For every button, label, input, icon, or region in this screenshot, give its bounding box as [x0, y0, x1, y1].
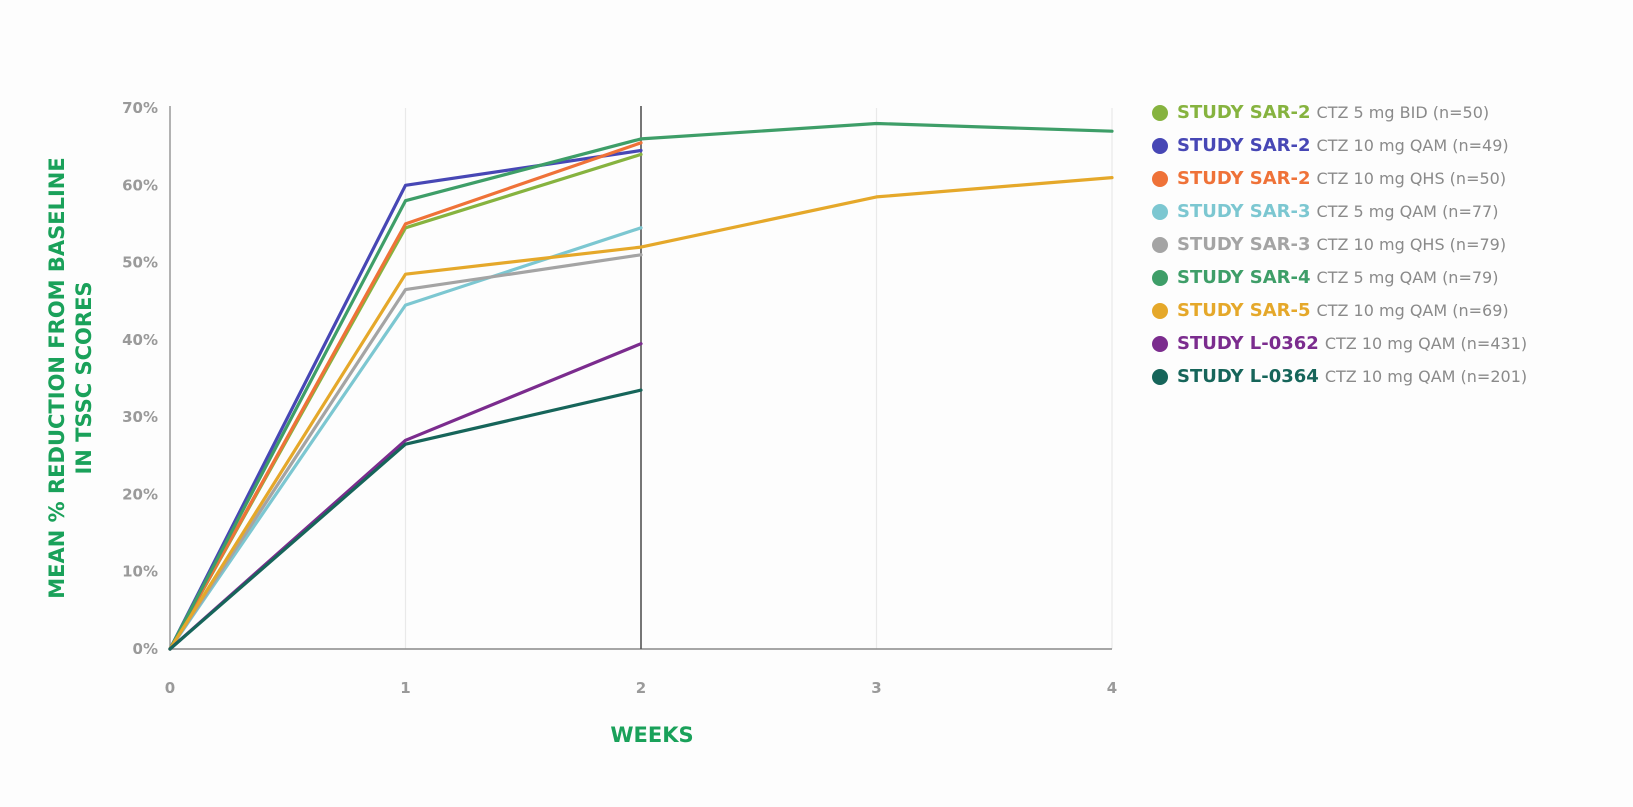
y-tick-label: 0% — [133, 640, 158, 658]
legend-study-label: STUDY SAR-5 — [1177, 300, 1311, 321]
legend-series-label: CTZ 10 mg QAM (n=201) — [1324, 367, 1528, 386]
legend-marker — [1152, 236, 1168, 253]
legend-study-label: STUDY SAR-4 — [1177, 267, 1311, 288]
y-tick-label: 50% — [122, 254, 158, 272]
legend-study-label: STUDY SAR-3 — [1177, 201, 1311, 222]
x-tick-label: 2 — [636, 679, 646, 697]
y-tick-label: 60% — [122, 176, 158, 194]
legend-series-label: CTZ 5 mg QAM (n=79) — [1316, 268, 1499, 287]
series-line-2 — [168, 148, 643, 651]
legend-study-label: STUDY SAR-2 — [1177, 102, 1311, 123]
legend-item-9: STUDY L-0364 CTZ 10 mg QAM (n=201) — [1152, 360, 1622, 393]
y-tick-label: 70% — [122, 99, 158, 117]
series-line-4 — [168, 226, 643, 651]
y-tick-label: 10% — [122, 563, 158, 581]
legend-study-label: STUDY L-0364 — [1177, 366, 1319, 387]
legend-item-1: STUDY SAR-2 CTZ 5 mg BID (n=50) — [1152, 96, 1622, 129]
y-tick-label: 30% — [122, 408, 158, 426]
legend-item-5: STUDY SAR-3 CTZ 10 mg QHS (n=79) — [1152, 228, 1622, 261]
legend-marker — [1152, 203, 1168, 220]
legend-study-label: STUDY L-0362 — [1177, 333, 1319, 354]
y-axis-title-line-1: MEAN % REDUCTION FROM BASELINE — [45, 157, 69, 598]
legend-study-label: STUDY SAR-3 — [1177, 234, 1311, 255]
legend-series-label: CTZ 10 mg QAM (n=49) — [1316, 136, 1509, 155]
series-line-5 — [168, 253, 643, 651]
legend-series-label: CTZ 10 mg QHS (n=79) — [1316, 235, 1507, 254]
x-tick-label: 0 — [165, 679, 175, 697]
legend-item-4: STUDY SAR-3 CTZ 5 mg QAM (n=77) — [1152, 195, 1622, 228]
y-tick-label: 40% — [122, 331, 158, 349]
x-axis-title: WEEKS — [610, 723, 693, 747]
legend-series-label: CTZ 5 mg QAM (n=77) — [1316, 202, 1499, 221]
legend-study-label: STUDY SAR-2 — [1177, 168, 1311, 189]
series-line-3 — [168, 141, 643, 651]
legend-item-7: STUDY SAR-5 CTZ 10 mg QAM (n=69) — [1152, 294, 1622, 327]
legend: STUDY SAR-2 CTZ 5 mg BID (n=50) STUDY SAR-… — [1152, 96, 1622, 393]
series-line-7 — [168, 176, 1114, 651]
y-tick-label: 20% — [122, 485, 158, 503]
series-line-9 — [168, 388, 643, 651]
legend-marker — [1152, 269, 1168, 286]
legend-item-3: STUDY SAR-2 CTZ 10 mg QHS (n=50) — [1152, 162, 1622, 195]
legend-item-2: STUDY SAR-2 CTZ 10 mg QAM (n=49) — [1152, 129, 1622, 162]
legend-series-label: CTZ 10 mg QHS (n=50) — [1316, 169, 1507, 188]
legend-marker — [1152, 137, 1168, 154]
x-tick-label: 1 — [400, 679, 410, 697]
legend-marker — [1152, 302, 1168, 319]
legend-item-8: STUDY L-0362 CTZ 10 mg QAM (n=431) — [1152, 327, 1622, 360]
x-tick-label: 4 — [1107, 679, 1117, 697]
y-axis-title-line-2: IN TSSC SCORES — [72, 281, 96, 474]
legend-marker — [1152, 170, 1168, 187]
legend-series-label: CTZ 10 mg QAM (n=431) — [1324, 334, 1528, 353]
series-line-6 — [168, 121, 1114, 651]
legend-series-label: CTZ 10 mg QAM (n=69) — [1316, 301, 1509, 320]
legend-item-6: STUDY SAR-4 CTZ 5 mg QAM (n=79) — [1152, 261, 1622, 294]
x-tick-label: 3 — [871, 679, 881, 697]
legend-marker — [1152, 104, 1168, 121]
legend-marker — [1152, 335, 1168, 352]
legend-series-label: CTZ 5 mg BID (n=50) — [1316, 103, 1490, 122]
legend-marker — [1152, 368, 1168, 385]
legend-study-label: STUDY SAR-2 — [1177, 135, 1311, 156]
